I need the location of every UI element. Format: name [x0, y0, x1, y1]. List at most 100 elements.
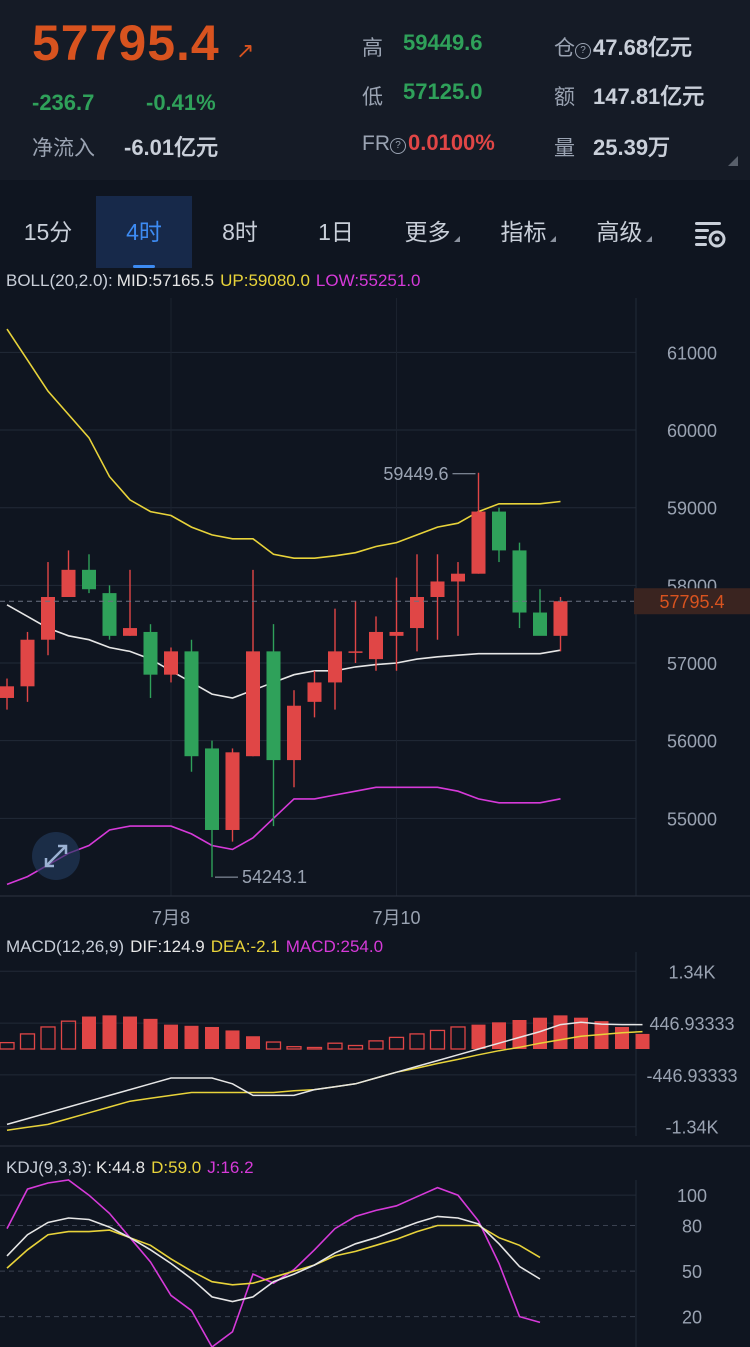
- chart-settings-button[interactable]: [680, 196, 740, 268]
- macd-histogram-bar: [635, 1033, 650, 1049]
- amount-label: 额: [554, 86, 575, 109]
- candle-body: [123, 628, 137, 636]
- macd-legend-macd: MACD:254.0: [286, 937, 383, 956]
- candle-body: [512, 550, 527, 613]
- macd-histogram-bar: [60, 1020, 77, 1050]
- macd-histogram-bar: [409, 1033, 425, 1050]
- macd-histogram-bar: [19, 1033, 36, 1050]
- candle-body: [553, 601, 568, 636]
- candle-body: [369, 631, 383, 660]
- candle-body: [61, 569, 76, 597]
- y-tick-label: 20: [682, 1308, 702, 1328]
- tab-indicators[interactable]: 指标: [480, 196, 576, 268]
- chart-area[interactable]: BOLL(20,2.0): MID:57165.5 UP:59080.0 LOW:55…: [0, 268, 750, 1347]
- candle-body: [533, 612, 547, 636]
- kdj-j-line: [6, 1179, 541, 1347]
- kdj-legend: KDJ(9,3,3): K:44.8 D:59.0 J:16.2: [6, 1158, 254, 1177]
- macd-histogram-bar: [512, 1020, 527, 1049]
- low-label: 低: [362, 86, 383, 109]
- macd-histogram-bar: [40, 1026, 56, 1050]
- y-tick-label: 60000: [667, 421, 717, 441]
- candle-body: [451, 573, 465, 582]
- tab-advanced[interactable]: 高级: [576, 196, 672, 268]
- candle-body: [164, 651, 178, 675]
- high-label: 高: [362, 37, 383, 60]
- candle-body: [266, 651, 281, 761]
- dropdown-icon: [549, 236, 556, 242]
- macd-histogram-bar: [388, 1036, 405, 1050]
- macd-histogram-bar: [429, 1029, 446, 1050]
- macd-histogram-bar: [0, 1041, 15, 1050]
- y-tick-label: -446.93333: [646, 1066, 737, 1086]
- macd-histogram-bar: [327, 1042, 343, 1050]
- candle-body: [82, 569, 96, 590]
- low-value: 57125.0: [403, 79, 483, 104]
- net-inflow-value: -6.01亿元: [124, 135, 219, 160]
- price-change: -236.7: [32, 90, 95, 115]
- last-price-label: 57795.4: [659, 592, 724, 612]
- macd-dea-line: [6, 1030, 643, 1131]
- tab-more[interactable]: 更多: [384, 196, 480, 268]
- candle-body: [246, 651, 260, 757]
- y-tick-label: 100: [677, 1186, 707, 1206]
- y-tick-label: 55000: [667, 809, 717, 829]
- candle-body: [41, 597, 55, 640]
- boll-legend-low: LOW:55251.0: [316, 271, 421, 290]
- candle-body: [184, 651, 199, 757]
- open-interest-value: 47.68亿元: [593, 35, 693, 60]
- candle-body: [389, 631, 404, 636]
- y-tick-label: 56000: [667, 732, 717, 752]
- boll-legend-mid: MID:57165.5: [117, 271, 214, 290]
- boll-legend-up: UP:59080.0: [220, 271, 310, 290]
- volume-value: 25.39万: [593, 135, 671, 160]
- high-value: 59449.6: [403, 30, 483, 55]
- last-price: 57795.4: [32, 15, 220, 71]
- tab-4h[interactable]: 4时: [96, 196, 192, 268]
- x-tick-label: 7月8: [152, 908, 190, 928]
- macd-legend-name: MACD(12,26,9): [6, 937, 124, 956]
- y-tick-label: 1.34K: [668, 962, 715, 982]
- candle-body: [102, 593, 117, 636]
- macd-histogram-bar: [246, 1036, 260, 1049]
- macd-histogram-bar: [184, 1025, 199, 1049]
- candle-body: [143, 631, 158, 675]
- price-change-pct: -0.41%: [146, 90, 216, 115]
- macd-histogram-bar: [450, 1026, 466, 1050]
- macd-histogram-bar: [306, 1046, 323, 1050]
- kdj-legend-k: K:44.8: [96, 1158, 145, 1177]
- candle-body: [307, 682, 322, 702]
- tab-8h[interactable]: 8时: [222, 219, 258, 245]
- volume-label: 量: [554, 137, 575, 160]
- candle-body: [492, 511, 506, 551]
- kdj-legend-name: KDJ(9,3,3):: [6, 1158, 92, 1177]
- y-tick-label: -1.34K: [665, 1118, 718, 1138]
- net-inflow-label: 净流入: [32, 137, 95, 160]
- expand-corner-icon[interactable]: [728, 156, 738, 166]
- chart-settings-icon: [695, 221, 726, 248]
- y-tick-label: 61000: [667, 343, 717, 363]
- tab-1d[interactable]: 1日: [318, 219, 354, 245]
- y-tick-label: 59000: [667, 499, 717, 519]
- last-price-tag: [634, 588, 750, 615]
- boll-upper-line: [6, 328, 561, 560]
- macd-legend-dea: DEA:-2.1: [211, 937, 280, 956]
- kdj-d-line: [6, 1224, 541, 1286]
- y-tick-label: 80: [682, 1217, 702, 1237]
- high-annotation: 59449.6: [383, 464, 448, 484]
- info-icon[interactable]: ?: [575, 43, 591, 59]
- open-interest-label: 仓?: [554, 32, 591, 62]
- funding-rate-label: FR?: [362, 132, 406, 156]
- y-tick-label: 57000: [667, 654, 717, 674]
- kdj-legend-j: J:16.2: [207, 1158, 253, 1177]
- expand-chart-button[interactable]: [32, 832, 80, 880]
- macd-histogram-bar: [553, 1015, 568, 1049]
- kdj-legend-d: D:59.0: [151, 1158, 201, 1177]
- macd-histogram-bar: [533, 1017, 547, 1049]
- tab-15min[interactable]: 15分: [23, 219, 73, 245]
- amount-value: 147.81亿元: [593, 84, 705, 109]
- info-icon[interactable]: ?: [390, 138, 406, 154]
- candle-body: [225, 752, 240, 830]
- macd-histogram-bar: [574, 1017, 588, 1049]
- boll-mid-line: [6, 604, 561, 699]
- boll-legend: BOLL(20,2.0): MID:57165.5 UP:59080.0 LOW:55…: [6, 271, 421, 290]
